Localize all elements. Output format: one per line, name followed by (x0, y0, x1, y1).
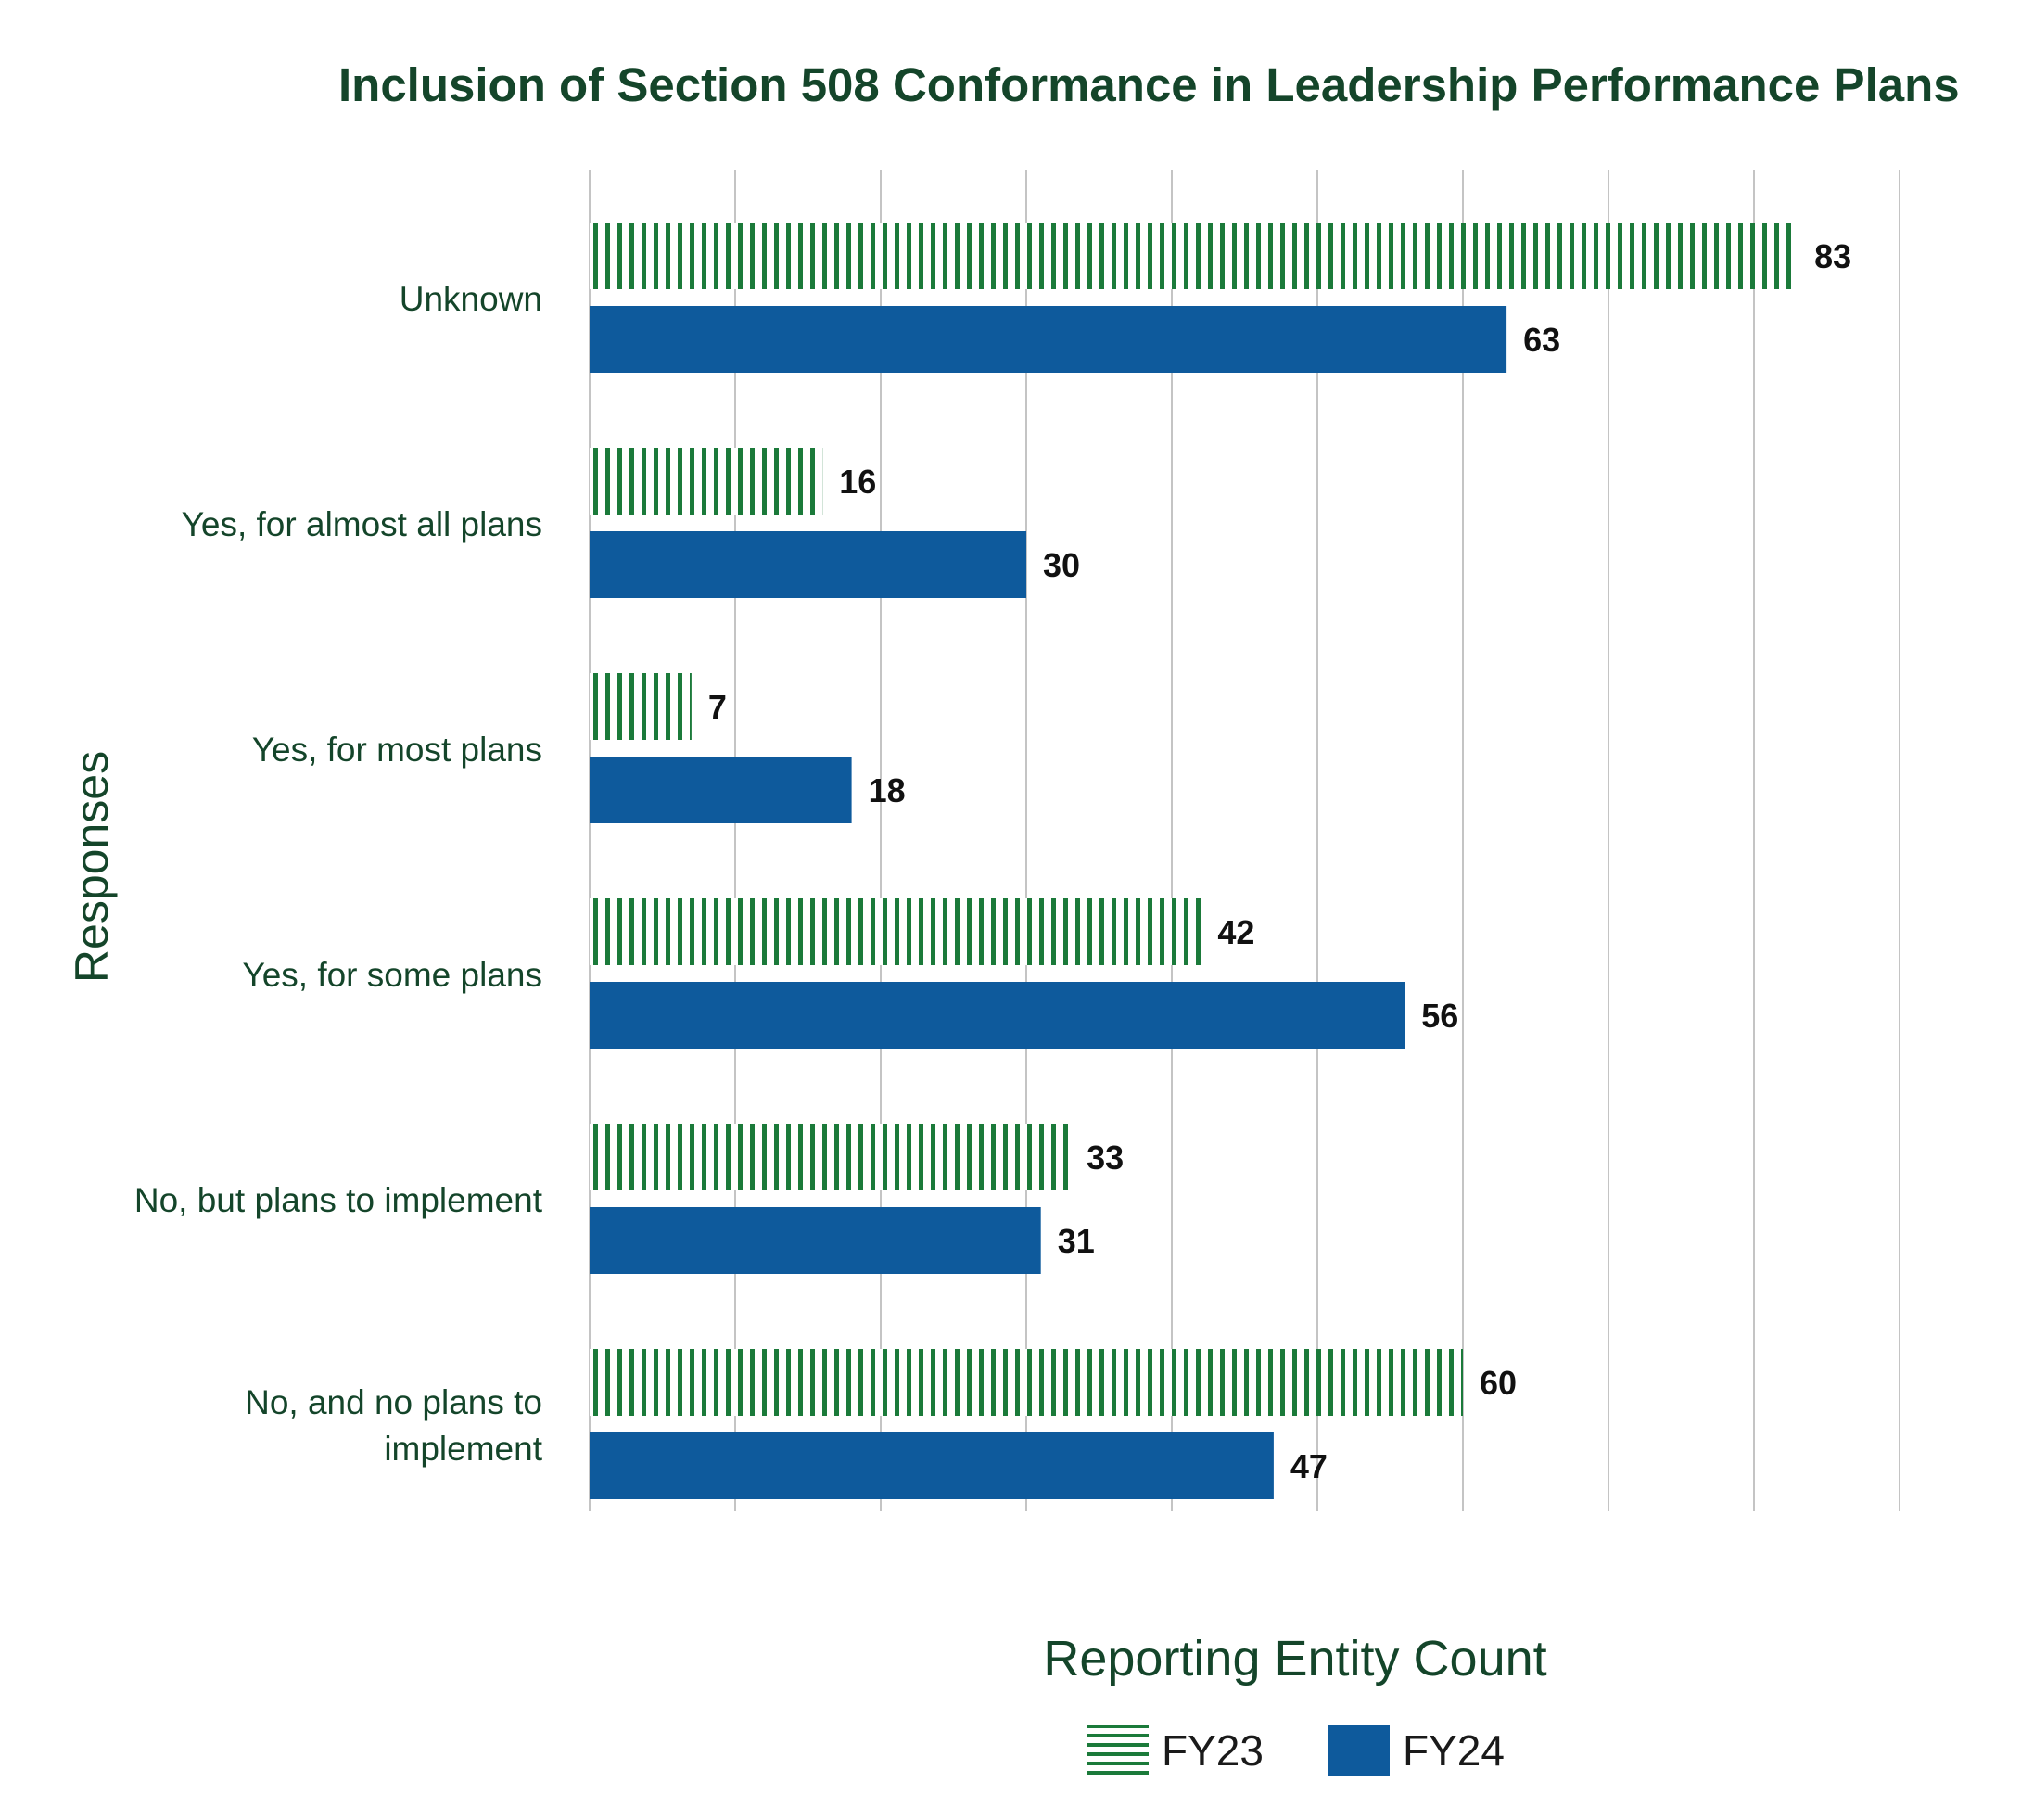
bar-fy23-4 (590, 1124, 1071, 1190)
bar-fy23-1 (590, 448, 823, 515)
x-axis-label: Reporting Entity Count (1043, 1631, 1547, 1686)
legend-item-fy23: FY23 (1087, 1725, 1264, 1776)
bar-fy24-0 (590, 306, 1507, 373)
data-label-fy23-3: 42 (1217, 913, 1254, 951)
data-labels: 83 63 16 30 7 18 42 56 33 31 60 47 (708, 237, 1851, 1485)
category-labels: Unknown Yes, for almost all plans Yes, for… (134, 280, 543, 1468)
bar-fy24-4 (590, 1207, 1041, 1274)
bar-fy24-5 (590, 1432, 1274, 1499)
bar-fy23-2 (590, 673, 692, 740)
legend-label-fy24: FY24 (1402, 1726, 1505, 1775)
data-label-fy24-2: 18 (869, 771, 906, 809)
bar-fy24-1 (590, 531, 1026, 598)
legend-swatch-fy24 (1328, 1725, 1390, 1776)
bar-fy23-5 (590, 1349, 1463, 1416)
gridlines (589, 170, 1900, 1511)
bar-fy24-3 (590, 982, 1405, 1049)
data-label-fy24-4: 31 (1058, 1222, 1095, 1260)
bar-fy23-3 (590, 898, 1201, 965)
data-label-fy24-3: 56 (1421, 997, 1458, 1035)
data-label-fy23-0: 83 (1814, 237, 1851, 275)
category-label-2: Yes, for most plans (252, 731, 542, 769)
legend-swatch-fy23 (1087, 1725, 1149, 1776)
data-label-fy23-2: 7 (708, 688, 727, 726)
data-label-fy23-4: 33 (1087, 1139, 1124, 1177)
data-label-fy23-5: 60 (1480, 1364, 1517, 1402)
bar-fy24-2 (590, 757, 852, 823)
chart-title: Inclusion of Section 508 Conformance in … (338, 58, 1960, 111)
category-label-0: Unknown (400, 280, 542, 318)
data-label-fy24-1: 30 (1043, 546, 1080, 584)
data-label-fy24-5: 47 (1290, 1447, 1328, 1485)
y-axis-label: Responses (66, 750, 118, 984)
bars (590, 223, 1799, 1499)
category-label-5: No, and no plans to implement (245, 1383, 543, 1468)
data-label-fy24-0: 63 (1523, 321, 1560, 359)
category-label-3: Yes, for some plans (242, 956, 542, 994)
bar-fy23-0 (590, 223, 1799, 289)
data-label-fy23-1: 16 (839, 463, 876, 501)
legend: FY23 FY24 (1087, 1725, 1570, 1776)
legend-label-fy23: FY23 (1162, 1726, 1264, 1775)
category-label-4: No, but plans to implement (134, 1181, 543, 1219)
legend-item-fy24: FY24 (1328, 1725, 1505, 1776)
category-label-1: Yes, for almost all plans (182, 505, 542, 543)
